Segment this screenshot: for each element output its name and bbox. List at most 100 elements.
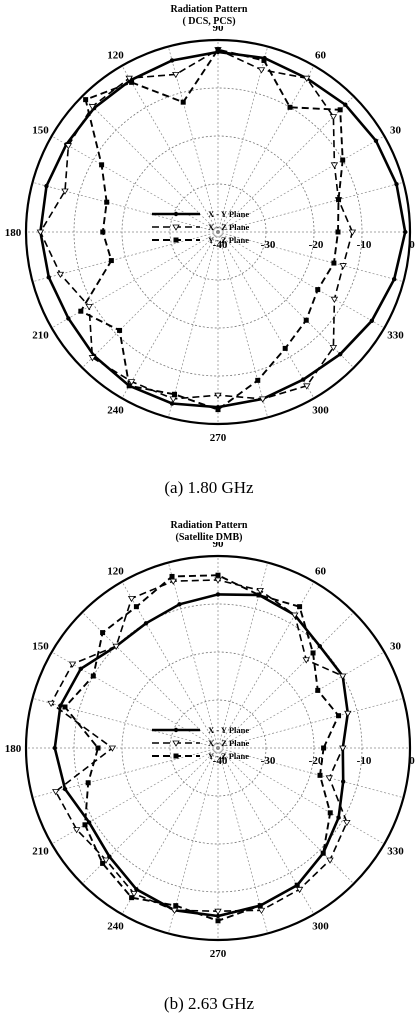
series-point [310,650,316,656]
legend-marker [173,753,179,759]
series-point [317,643,323,649]
series-point [339,263,347,270]
series-point [343,102,348,107]
series-point [256,587,264,595]
series-point [336,815,341,820]
series-point [88,355,97,362]
grid-spoke [217,95,355,233]
series-point [100,630,106,636]
series-point [261,57,267,63]
series-point [301,377,306,382]
series-point [52,745,57,751]
chart-subtitle: (Satellite DMB) [175,532,243,543]
series-point [257,67,266,74]
angle-tick-label: 120 [107,565,124,577]
series-point [215,47,221,53]
series-point [170,907,179,915]
series-point [391,277,397,282]
series-point [46,275,51,280]
chart-title: Radiation Pattern [170,520,248,531]
series-point [336,197,342,203]
series-point [315,287,321,293]
series-point [95,745,101,751]
series-point [215,572,221,578]
angle-tick-label: 300 [312,921,329,933]
grid-spoke [81,95,219,233]
series-point [215,592,221,597]
radial-tick-label: -20 [309,239,324,251]
grid-spoke [217,65,315,233]
grid-spoke [217,747,385,845]
grid-spoke [217,231,315,399]
series-point [335,229,341,235]
series-point [214,908,222,915]
series-point [369,318,375,323]
grid-spoke [167,562,219,749]
series-point [326,857,334,864]
polar-chart-b: Radiation Pattern (Satellite DMB) -40 -30… [0,516,418,1032]
series-point [86,820,92,825]
series-point [320,850,326,856]
grid-spoke [51,651,219,749]
series-point [112,643,120,650]
legend-marker [172,224,180,231]
series-point [52,789,60,796]
radial-tick-label: -30 [261,239,276,251]
series-point [259,396,267,403]
series-point [344,710,352,717]
angle-tick-label: 300 [312,405,329,417]
grid-spoke [167,231,219,418]
angle-tick-label: 330 [387,330,404,342]
series-point [343,820,351,827]
polar-chart-a: Radiation Pattern ( DCS, PCS) -40 -30 -20 -… [5,4,416,497]
series-point [172,71,180,79]
angle-tick-label: 210 [32,330,49,342]
grid-spoke [217,611,355,749]
series-point [66,316,71,321]
series-point [78,666,84,671]
legend-entry: Y - Z Plane [208,751,249,761]
series-point [327,810,333,816]
series-point [143,621,149,626]
series-point [83,97,89,103]
series-point [215,918,221,924]
series-point [282,345,288,351]
series-point [134,887,139,892]
angle-tick-label: 120 [107,49,124,61]
series-point [108,745,117,752]
angle-tick-label: 330 [387,846,404,858]
legend-entry: X - Z Plane [208,738,250,748]
series-point [61,188,69,195]
series-line [53,593,350,918]
grid-spoke [167,46,219,233]
grid-spoke [32,697,219,749]
series-point [85,780,91,786]
series-point [337,351,343,357]
series-point [169,396,177,403]
angle-tick-label: 270 [210,432,227,444]
series-point [99,162,105,168]
series-point [302,657,310,664]
grid-spoke [81,747,219,885]
grid-spoke [217,135,385,233]
series-point [330,162,339,169]
grid-spoke [121,231,219,399]
series-point [173,903,179,909]
grid-spoke [121,747,219,915]
angle-tick-label: 210 [32,846,49,858]
radial-tick-label: -40 [213,239,228,251]
series-point [100,860,106,866]
series-point [62,704,68,710]
series-point [47,700,55,708]
series-point [214,392,222,399]
outer-ring [24,38,412,426]
series-point [104,199,110,205]
series-point [108,258,114,264]
series-point [257,907,266,915]
polar-plot-b: -40-30-20-100030609012015018021024027030… [5,542,416,960]
radial-tick-label: -30 [261,755,276,767]
angle-tick-label: 30 [390,641,402,653]
grid-spoke [51,747,219,845]
series-point [256,592,262,598]
grid-spoke [51,135,219,233]
